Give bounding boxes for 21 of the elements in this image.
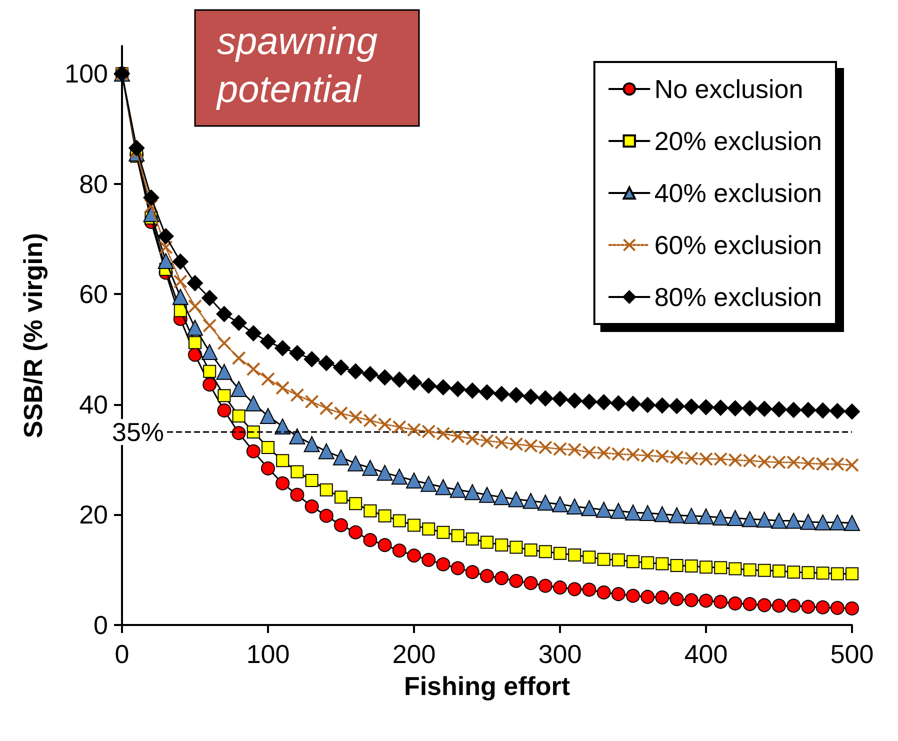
x-tick-label: 0: [114, 639, 130, 669]
x-tick-label: 300: [538, 639, 582, 669]
y-tick-label: 40: [79, 389, 108, 420]
annotation: spawning potential: [216, 21, 388, 111]
legend-label: 80% exclusion: [654, 282, 822, 312]
y-axis-title: SSB/R (% virgin): [18, 232, 48, 438]
x-tick-label: 200: [392, 639, 436, 669]
legend-label: No exclusion: [654, 74, 804, 104]
y-tick-label: 60: [79, 279, 108, 310]
y-tick-label: 0: [94, 610, 108, 640]
ref-line-label: 35%: [112, 417, 164, 447]
y-tick-label: 20: [79, 500, 108, 530]
x-tick-label: 500: [830, 639, 874, 669]
x-tick-label: 400: [684, 639, 728, 669]
y-tick-label: 80: [79, 168, 108, 199]
x-axis-title: Fishing effort: [404, 671, 570, 701]
y-tick-label: 100: [64, 58, 108, 89]
legend-label: 60% exclusion: [654, 230, 822, 260]
legend-label: 20% exclusion: [654, 126, 822, 156]
legend-label: 40% exclusion: [654, 178, 822, 208]
x-tick-label: 100: [246, 639, 290, 669]
